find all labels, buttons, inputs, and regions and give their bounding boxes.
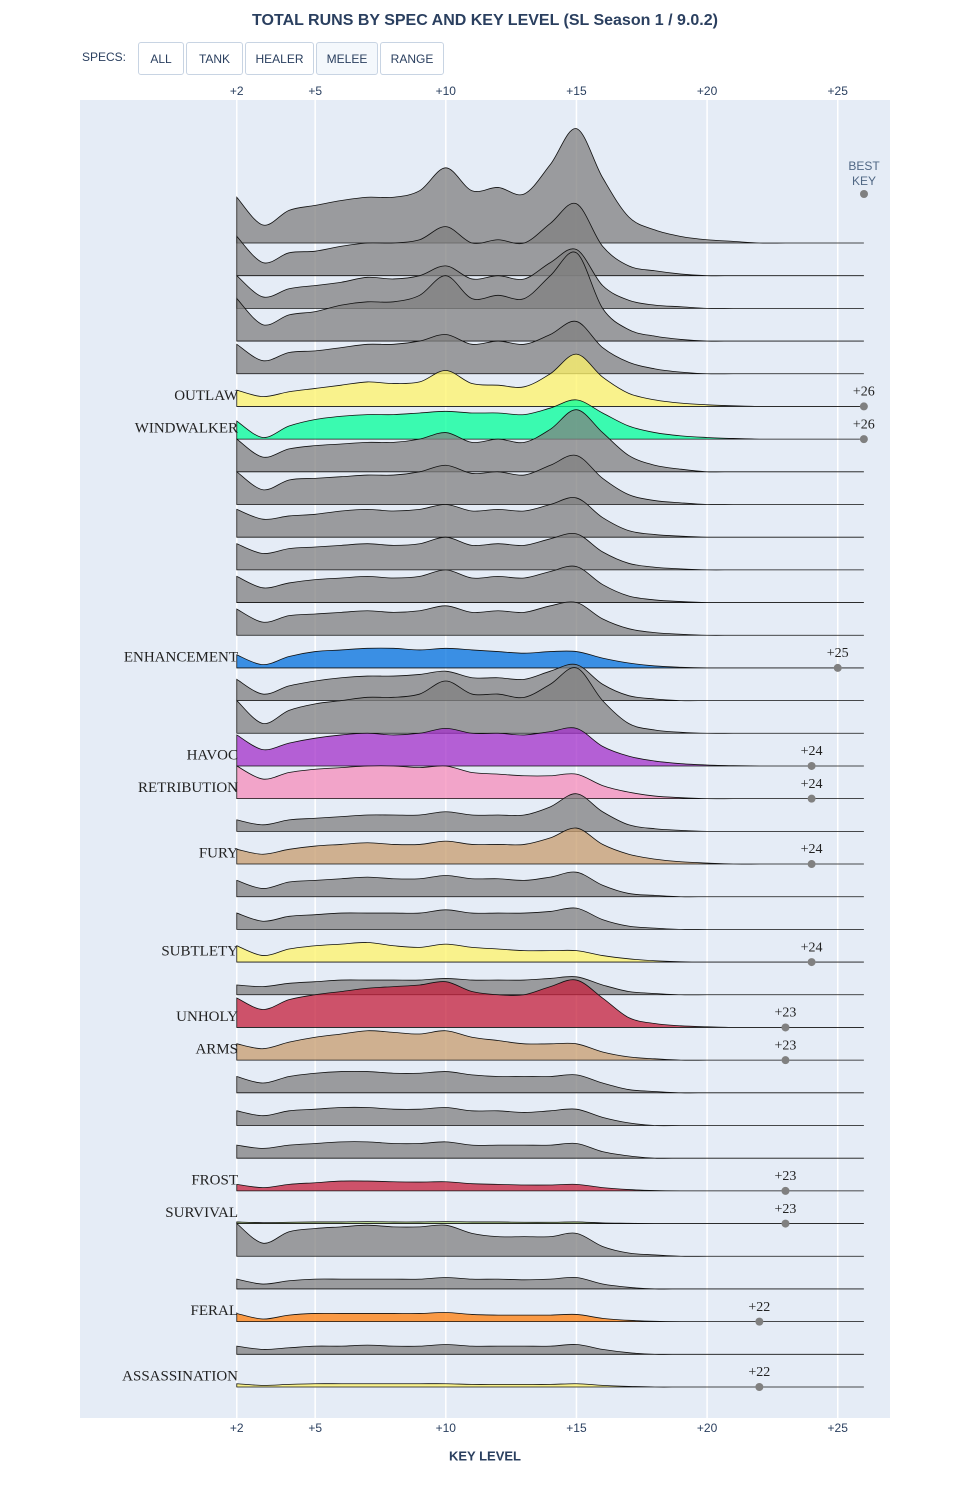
best-key-marker bbox=[807, 860, 816, 869]
x-axis-title: KEY LEVEL bbox=[449, 1448, 521, 1463]
best-key-label: +22 bbox=[748, 1365, 770, 1380]
ridge bbox=[236, 251, 864, 342]
best-key-label: +24 bbox=[801, 842, 823, 857]
best-key-marker bbox=[755, 1383, 764, 1391]
x-tick-label: +25 bbox=[828, 84, 849, 98]
best-key-marker bbox=[781, 1219, 790, 1228]
ridge bbox=[236, 409, 864, 473]
spec-button[interactable]: RANGE bbox=[380, 42, 444, 75]
row-label: FURY bbox=[199, 845, 238, 861]
ridge bbox=[236, 353, 864, 407]
ridge bbox=[236, 399, 864, 440]
row-label: HAVOC bbox=[187, 747, 238, 763]
best-key-label: +23 bbox=[775, 1202, 797, 1217]
ridge bbox=[236, 793, 864, 832]
ridge bbox=[236, 1070, 864, 1094]
best-key-label: +24 bbox=[801, 777, 823, 792]
ridge bbox=[236, 1030, 864, 1061]
ridge bbox=[236, 320, 864, 375]
best-key-label: +22 bbox=[748, 1300, 770, 1315]
best-key-label: +25 bbox=[827, 646, 849, 661]
x-tick-label: +20 bbox=[697, 84, 718, 98]
best-key-marker bbox=[859, 435, 868, 444]
ridge bbox=[236, 1141, 864, 1159]
best-key-marker bbox=[781, 1056, 790, 1065]
best-key-marker bbox=[859, 402, 868, 411]
best-key-marker bbox=[860, 190, 868, 198]
row-label: SUBTLETY bbox=[161, 944, 238, 960]
best-key-label: +26 bbox=[853, 385, 875, 400]
row-label: FROST bbox=[191, 1172, 238, 1188]
ridge bbox=[236, 663, 864, 702]
row-label: UNHOLY bbox=[176, 1009, 238, 1025]
ridge bbox=[236, 907, 864, 930]
x-tick-label: +10 bbox=[436, 1421, 457, 1435]
best-key-marker bbox=[833, 663, 842, 672]
ridge bbox=[236, 827, 864, 865]
best-key-marker bbox=[807, 794, 816, 803]
spec-button[interactable]: MELEE bbox=[316, 42, 378, 75]
x-tick-label: +5 bbox=[308, 84, 322, 98]
best-key-marker bbox=[807, 958, 816, 967]
row-label: WINDWALKER bbox=[135, 421, 238, 437]
menu-label: SPECS: bbox=[82, 50, 127, 64]
best-key-marker bbox=[755, 1317, 764, 1326]
ridge bbox=[236, 871, 864, 898]
x-tick-label: +15 bbox=[566, 84, 587, 98]
x-tick-label: +15 bbox=[566, 1421, 587, 1435]
ridge bbox=[236, 533, 864, 571]
best-key-label: +26 bbox=[853, 417, 875, 432]
row-label: ARMS bbox=[195, 1042, 238, 1058]
best-key-marker bbox=[781, 1023, 790, 1032]
ridge bbox=[236, 128, 864, 244]
ridge bbox=[236, 1180, 864, 1192]
spec-button[interactable]: TANK bbox=[186, 42, 243, 75]
chart-title: TOTAL RUNS BY SPEC AND KEY LEVEL (SL Sea… bbox=[252, 12, 718, 29]
ridge bbox=[236, 647, 864, 669]
ridge bbox=[236, 667, 864, 734]
ridge bbox=[236, 727, 864, 767]
ridge bbox=[236, 454, 864, 506]
row-label: SURVIVAL bbox=[165, 1205, 238, 1221]
ridge bbox=[236, 1276, 864, 1290]
best-key-label: +24 bbox=[801, 744, 823, 759]
ridge bbox=[236, 202, 864, 277]
ridge bbox=[236, 1222, 864, 1257]
row-label: OUTLAW bbox=[174, 388, 239, 404]
spec-button[interactable]: HEALER bbox=[245, 42, 314, 75]
x-tick-label: +5 bbox=[308, 1421, 322, 1435]
ridge bbox=[236, 765, 864, 800]
best-key-label: +24 bbox=[801, 940, 823, 955]
ridge bbox=[236, 601, 864, 636]
ridge bbox=[236, 497, 864, 538]
best-key-label: +23 bbox=[775, 1006, 797, 1021]
x-tick-label: +25 bbox=[828, 1421, 849, 1435]
best-key-marker bbox=[781, 1186, 790, 1195]
ridge bbox=[236, 942, 864, 963]
ridge bbox=[236, 565, 864, 604]
ridge bbox=[236, 979, 864, 1028]
x-tick-label: +2 bbox=[230, 84, 244, 98]
ridge bbox=[236, 1344, 864, 1355]
spec-button[interactable]: ALL bbox=[138, 42, 184, 75]
best-key-label: +23 bbox=[775, 1038, 797, 1053]
row-label: ASSASSINATION bbox=[122, 1368, 238, 1384]
ridge bbox=[236, 1106, 864, 1127]
best-key-title: BEST KEY bbox=[848, 159, 880, 188]
x-tick-label: +20 bbox=[697, 1421, 718, 1435]
best-key-marker bbox=[807, 761, 816, 770]
best-key-label: +23 bbox=[775, 1169, 797, 1184]
row-label: ENHANCEMENT bbox=[124, 649, 238, 665]
ridge bbox=[236, 1221, 864, 1224]
row-label: FERAL bbox=[190, 1303, 238, 1319]
x-tick-label: +10 bbox=[436, 84, 457, 98]
row-label: RETRIBUTION bbox=[138, 780, 238, 796]
x-tick-label: +2 bbox=[230, 1421, 244, 1435]
